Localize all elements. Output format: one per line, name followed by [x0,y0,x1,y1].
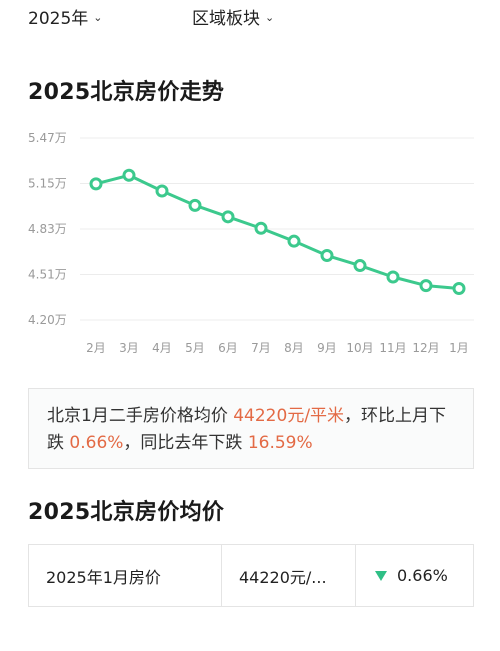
avg-price-title: 2025北京房价均价 [28,500,225,525]
avg-price-table: 2025年1月房价 44220元/... 0.66% [28,544,474,607]
avg-change-cell: 0.66% [356,545,473,606]
summary-text-3: ，同比去年下跌 [123,433,248,453]
region-filter-label: 区域板块 [192,9,260,29]
data-point [188,198,202,212]
data-point [320,249,334,263]
x-tick-label: 8月 [284,341,304,355]
x-tick-label: 10月 [346,341,373,355]
data-point [287,234,301,248]
summary-text-1: 北京1月二手房价格均价 [47,406,234,426]
y-tick-label: 5.15万 [28,177,67,191]
x-tick-label: 9月 [317,341,337,355]
x-tick-label: 12月 [412,341,439,355]
summary-text-2: ，环比上月下跌 [47,406,447,453]
summary-yoy: 16.59% [247,433,313,453]
y-tick-label: 5.47万 [28,131,67,145]
x-tick-label: 3月 [119,341,139,355]
year-filter-label: 2025年 [28,9,89,29]
x-tick-label: 7月 [251,341,271,355]
price-trend-chart: 5.47万 5.15万 4.83万 4.51万 4.20万 2月 3月 4月 5月 6月 7月 8月 9… [28,131,474,355]
chevron-down-icon: ⌄ [93,11,103,24]
avg-month-cell: 2025年1月房价 [29,545,222,606]
year-filter-dropdown[interactable]: 2025年 ⌄ [28,4,102,29]
y-tick-label: 4.20万 [28,313,67,327]
data-point [419,279,433,293]
avg-change-value: 0.66% [397,566,448,585]
summary-mom: 0.66% [69,433,124,453]
avg-month-label: 2025年1月房价 [46,567,161,587]
y-tick-label: 4.51万 [28,268,67,282]
series-line [95,173,460,290]
data-point [452,281,466,295]
x-tick-label: 5月 [185,341,205,355]
x-tick-label: 2月 [86,341,106,355]
data-point [386,270,400,284]
avg-price-cell: 44220元/... [222,545,356,606]
x-tick-label: 11月 [379,341,406,355]
data-point [155,184,169,198]
filter-bar: 2025年 ⌄ 区域板块 ⌄ [0,0,500,34]
data-point [353,259,367,273]
y-tick-label: 4.83万 [28,222,67,236]
avg-price-value: 44220元/... [239,567,327,587]
summary-price: 44220元/平米 [233,406,345,426]
x-tick-label: 6月 [218,341,238,355]
chevron-down-icon: ⌄ [265,11,275,24]
down-triangle-icon [375,570,387,581]
data-point [221,210,235,224]
data-point [254,221,268,235]
region-filter-dropdown[interactable]: 区域板块 ⌄ [192,4,274,29]
trend-title: 2025北京房价走势 [28,80,225,105]
x-tick-label: 1月 [449,341,469,355]
x-tick-label: 4月 [152,341,172,355]
data-point [89,177,103,191]
data-point [122,168,136,182]
price-summary-box: 北京1月二手房价格均价 44220元/平米，环比上月下跌 0.66%，同比去年下… [28,388,474,469]
